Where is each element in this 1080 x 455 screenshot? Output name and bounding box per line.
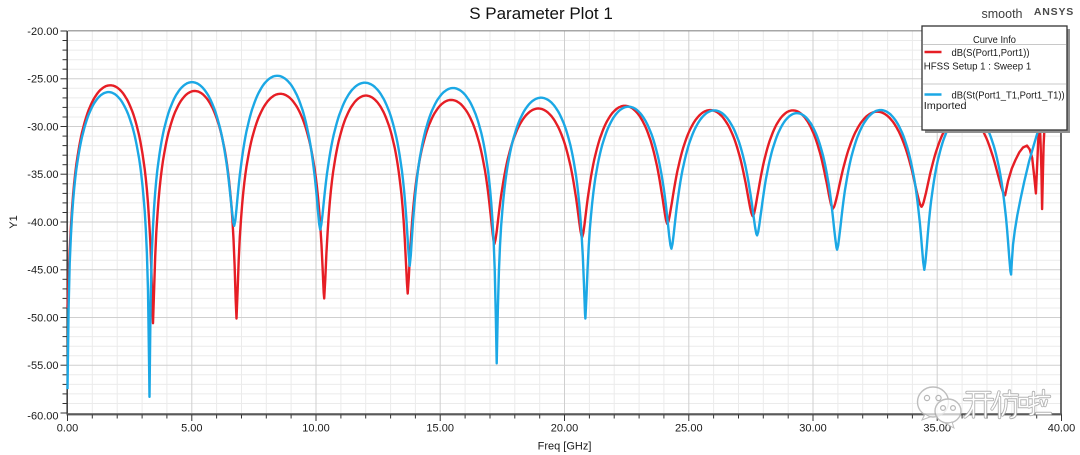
svg-text:-25.00: -25.00 (27, 74, 58, 86)
svg-text:-35.00: -35.00 (27, 169, 58, 181)
svg-text:20.00: 20.00 (551, 423, 579, 435)
svg-text:-20.00: -20.00 (27, 26, 58, 38)
svg-text:35.00: 35.00 (923, 423, 951, 435)
svg-text:-45.00: -45.00 (27, 265, 58, 277)
svg-text:0.00: 0.00 (57, 423, 78, 435)
svg-text:Curve Info: Curve Info (973, 35, 1016, 46)
svg-text:-40.00: -40.00 (27, 217, 58, 229)
svg-text:-50.00: -50.00 (27, 312, 58, 324)
svg-text:HFSS Setup 1 : Sweep 1: HFSS Setup 1 : Sweep 1 (924, 62, 1032, 73)
svg-text:-60.00: -60.00 (27, 410, 58, 422)
svg-text:-55.00: -55.00 (27, 360, 58, 372)
svg-text:Imported: Imported (924, 101, 967, 112)
svg-text:15.00: 15.00 (426, 423, 454, 435)
svg-text:25.00: 25.00 (675, 423, 703, 435)
svg-text:S Parameter Plot 1: S Parameter Plot 1 (469, 4, 613, 23)
svg-text:30.00: 30.00 (799, 423, 827, 435)
svg-text:Y1: Y1 (8, 215, 20, 228)
svg-text:ANSYS: ANSYS (1034, 6, 1074, 18)
svg-text:5.00: 5.00 (181, 423, 202, 435)
svg-text:smooth: smooth (982, 7, 1023, 21)
svg-text:dB(S(Port1,Port1)): dB(S(Port1,Port1)) (952, 48, 1030, 59)
svg-text:40.00: 40.00 (1048, 423, 1076, 435)
svg-text:Freq [GHz]: Freq [GHz] (538, 441, 592, 453)
svg-text:-30.00: -30.00 (27, 121, 58, 133)
svg-text:dB(St(Port1_T1,Port1_T1)): dB(St(Port1_T1,Port1_T1)) (952, 91, 1065, 102)
svg-text:10.00: 10.00 (302, 423, 330, 435)
